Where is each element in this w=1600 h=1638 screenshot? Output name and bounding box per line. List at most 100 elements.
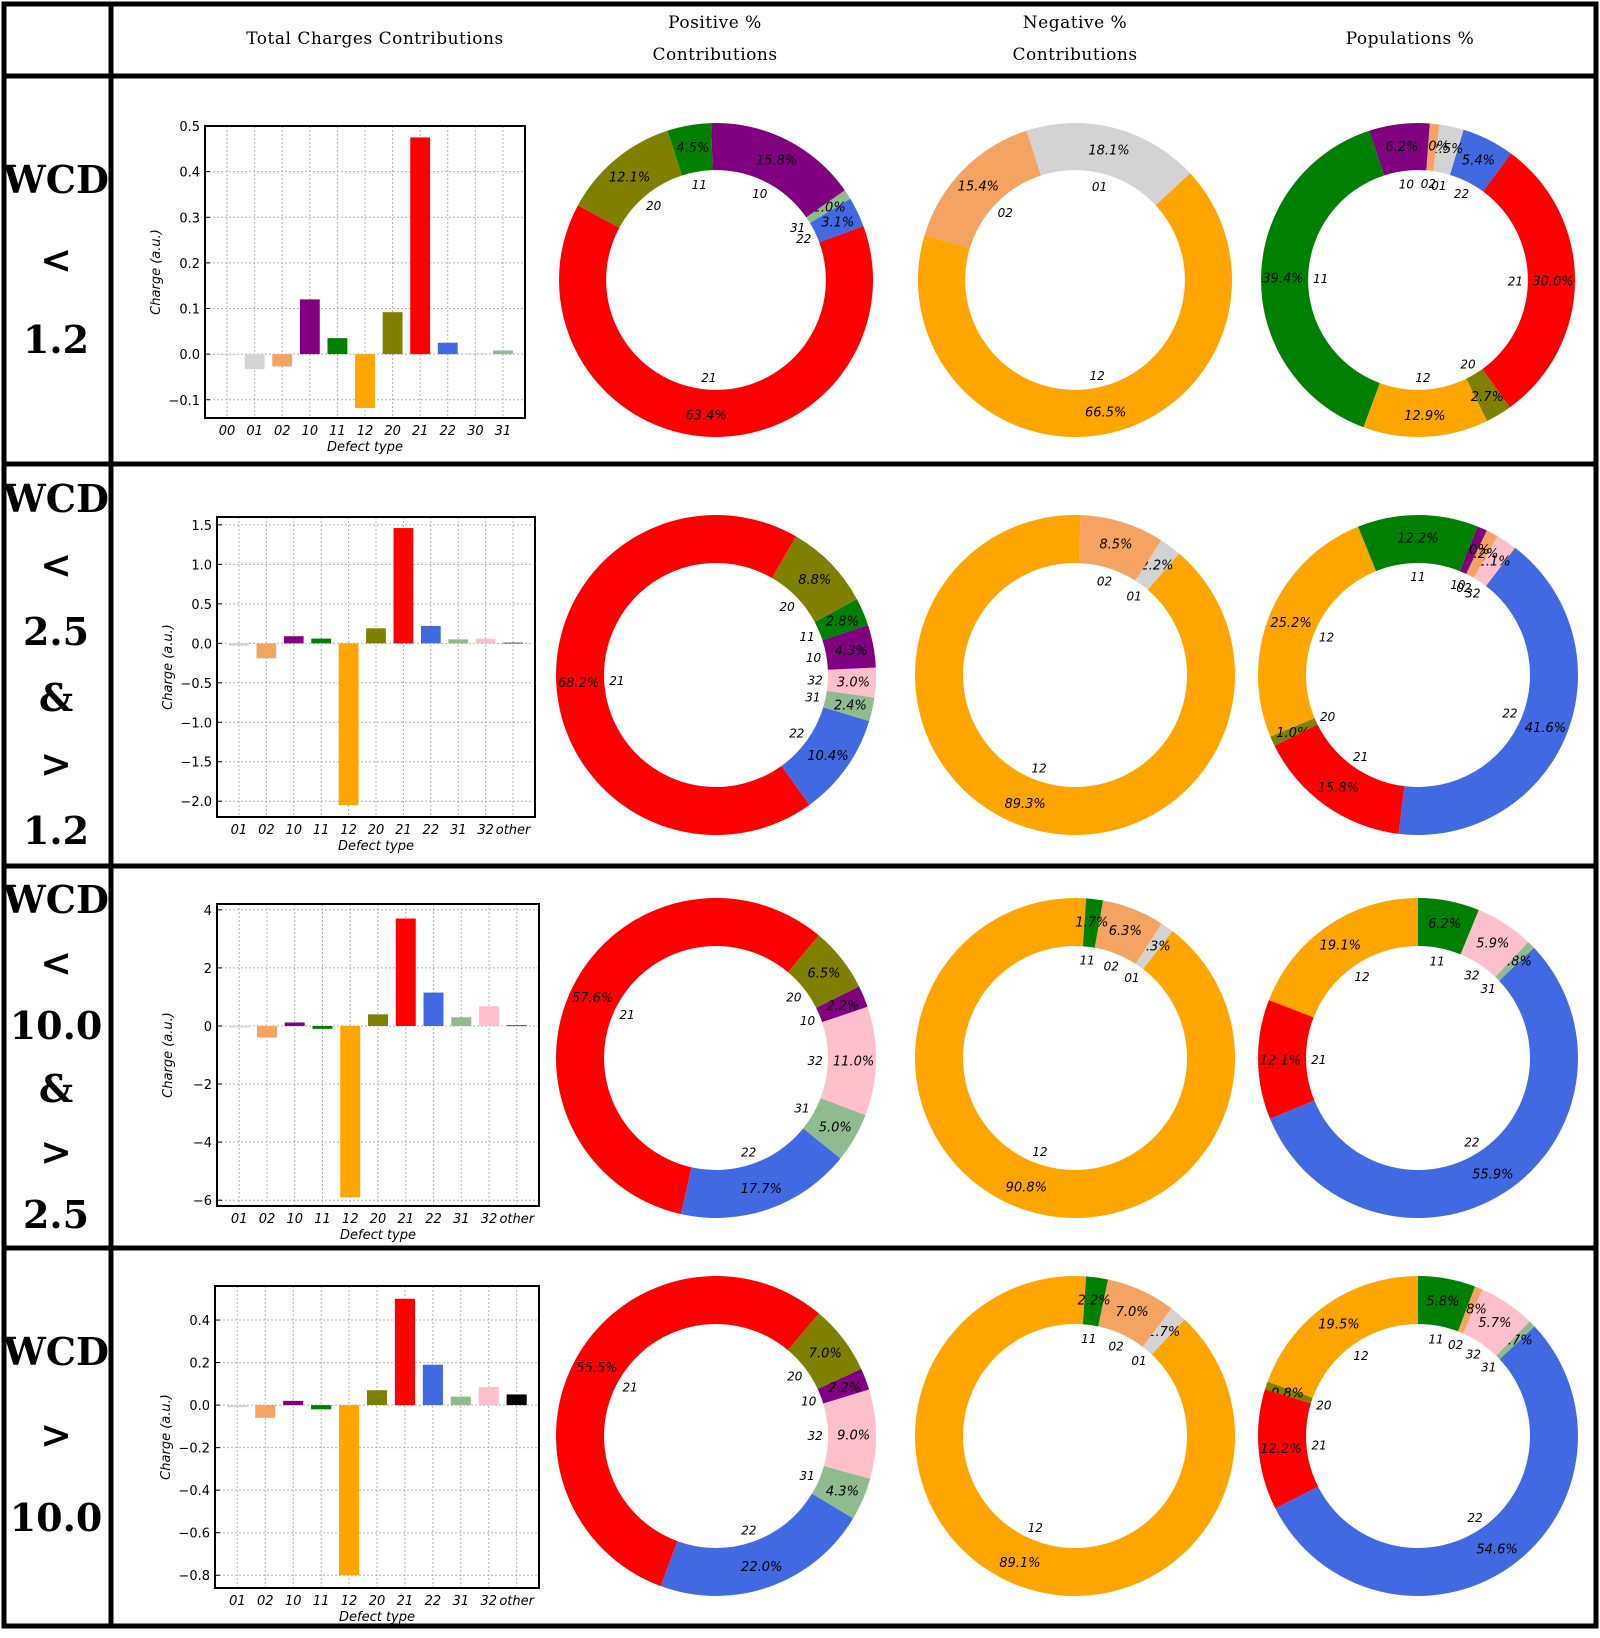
y-tick-label: −1.5 <box>180 756 212 771</box>
column-header-line: Contributions <box>652 45 778 65</box>
x-axis-label: Defect type <box>338 839 414 854</box>
pie-slice-32 <box>823 1389 876 1479</box>
pie-percent-label: 12.2% <box>1260 1442 1301 1457</box>
pie-slice-12 <box>1258 526 1377 737</box>
pie-name-label: 32 <box>808 1054 823 1068</box>
pie-percent-label: 57.6% <box>572 991 613 1006</box>
pie-name-label: 32 <box>1464 969 1479 983</box>
pie-slice-01 <box>1433 124 1464 175</box>
bar-02 <box>256 643 277 659</box>
pie-name-label: 01 <box>1131 1354 1146 1368</box>
bar-31 <box>493 350 513 355</box>
bar-02 <box>255 1405 276 1418</box>
pie-percent-label: 30.0% <box>1532 275 1573 290</box>
pie-name-label: 31 <box>790 221 805 235</box>
pie-slice-22 <box>809 198 864 243</box>
pie-name-label: 11 <box>1080 954 1095 968</box>
bar-11 <box>311 638 332 644</box>
x-tick-label: 12 <box>357 424 374 439</box>
pie-name-label: 31 <box>1481 1360 1496 1374</box>
plot-frame <box>216 903 540 1207</box>
x-tick-label: 02 <box>274 424 291 439</box>
pie-percent-label: 25.2% <box>1270 616 1311 631</box>
pie-percent-label: 63.4% <box>686 409 727 424</box>
pie-name-label: 32 <box>1465 586 1480 600</box>
pie-name-label: 21 <box>1508 274 1523 288</box>
pie-slice-11 <box>667 123 713 176</box>
y-tick-label: 0.2 <box>189 1357 210 1372</box>
pie-name-label: 22 <box>796 232 811 246</box>
x-tick-label: 22 <box>423 823 440 838</box>
pie-slice-20 <box>1466 369 1510 422</box>
column-header-populations: Populations % <box>1255 4 1565 74</box>
pie-slice-31 <box>1496 1321 1535 1360</box>
pie-slice-32 <box>1460 909 1529 977</box>
x-tick-label: 01 <box>231 1212 248 1227</box>
x-tick-label: other <box>499 1212 535 1227</box>
pie-name-label: 22 <box>1454 187 1469 201</box>
bar-31 <box>448 639 469 644</box>
x-tick-label: 20 <box>369 1594 386 1609</box>
pie-name-label: 20 <box>1316 1399 1332 1413</box>
pie-slice-21 <box>1258 1000 1315 1119</box>
bar-32 <box>479 1006 500 1026</box>
pie-slice-20 <box>787 1313 862 1390</box>
row-label-line: 10.0 <box>9 1495 103 1541</box>
negative-donut-4: 89.1%121.7%017.0%022.2%11 <box>915 1276 1235 1596</box>
pie-slice-02 <box>924 130 1042 249</box>
bar-10 <box>299 299 320 355</box>
bar-31 <box>451 1017 472 1026</box>
column-header-line: Contributions <box>1012 45 1138 65</box>
bar-30 <box>465 353 486 355</box>
pie-slice-10 <box>816 986 868 1023</box>
bar-chart-4: −0.8 −0.6 −0.4 −0.2 0.0 0.2 0.4 01 02 10 11 12 20 21 2… <box>159 1285 540 1625</box>
pie-slice-20 <box>1264 1381 1313 1404</box>
pie-name-label: 10 <box>752 187 768 201</box>
pie-slice-32 <box>1473 536 1516 586</box>
pie-name-label: 10 <box>801 1395 817 1409</box>
y-tick-label: 0.5 <box>179 120 200 135</box>
pie-name-label: 22 <box>1467 1511 1482 1525</box>
bar-11 <box>311 1405 332 1410</box>
x-tick-label: 31 <box>450 823 467 838</box>
pie-name-label: 02 <box>1109 1340 1124 1354</box>
x-axis-label: Defect type <box>340 1228 416 1243</box>
pie-name-label: 20 <box>786 991 802 1005</box>
pie-slice-22 <box>1449 129 1511 192</box>
y-tick-label: 2 <box>204 962 212 977</box>
x-tick-label: 21 <box>395 823 412 838</box>
x-tick-label: 21 <box>397 1212 414 1227</box>
y-tick-label: 1.5 <box>191 519 212 534</box>
pie-slice-11 <box>1358 515 1478 572</box>
y-tick-label: 4 <box>204 904 212 919</box>
plot-frame <box>204 125 526 419</box>
bar-31 <box>450 1396 471 1406</box>
y-tick-label: −0.6 <box>178 1527 210 1542</box>
x-tick-label: 22 <box>439 424 456 439</box>
x-tick-label: 32 <box>480 1594 497 1609</box>
x-tick-label: 11 <box>313 823 330 838</box>
pie-slice-10 <box>1459 526 1487 574</box>
pie-percent-label: 5.8% <box>1426 1295 1459 1310</box>
pie-name-label: 31 <box>805 690 820 704</box>
pie-slice-10 <box>817 1368 870 1404</box>
x-tick-label: 11 <box>313 1594 330 1609</box>
pie-percent-label: 10.4% <box>807 749 848 764</box>
bar-21 <box>393 528 414 644</box>
pie-name-label: 12 <box>1028 1521 1043 1535</box>
row-label-line: < <box>40 237 72 282</box>
pie-slice-22 <box>1269 947 1578 1218</box>
pie-name-label: 10 <box>1450 578 1466 592</box>
pie-slice-11 <box>814 599 868 641</box>
pie-slice-10 <box>711 123 845 218</box>
negative-donut-2: 89.3% 12 2.2% 01 8.5% 02 <box>915 515 1235 835</box>
plot-frame <box>216 516 536 818</box>
row-label-line: 1.2 <box>22 807 90 853</box>
pie-name-label: 02 <box>1104 960 1119 974</box>
pie-slice-12 <box>915 1276 1235 1596</box>
x-tick-label: 31 <box>495 424 512 439</box>
row-label-line: WCD <box>3 157 109 202</box>
y-tick-label: −4 <box>193 1136 212 1151</box>
pie-name-label: 21 <box>1312 1439 1327 1453</box>
x-tick-label: 02 <box>259 1212 276 1227</box>
